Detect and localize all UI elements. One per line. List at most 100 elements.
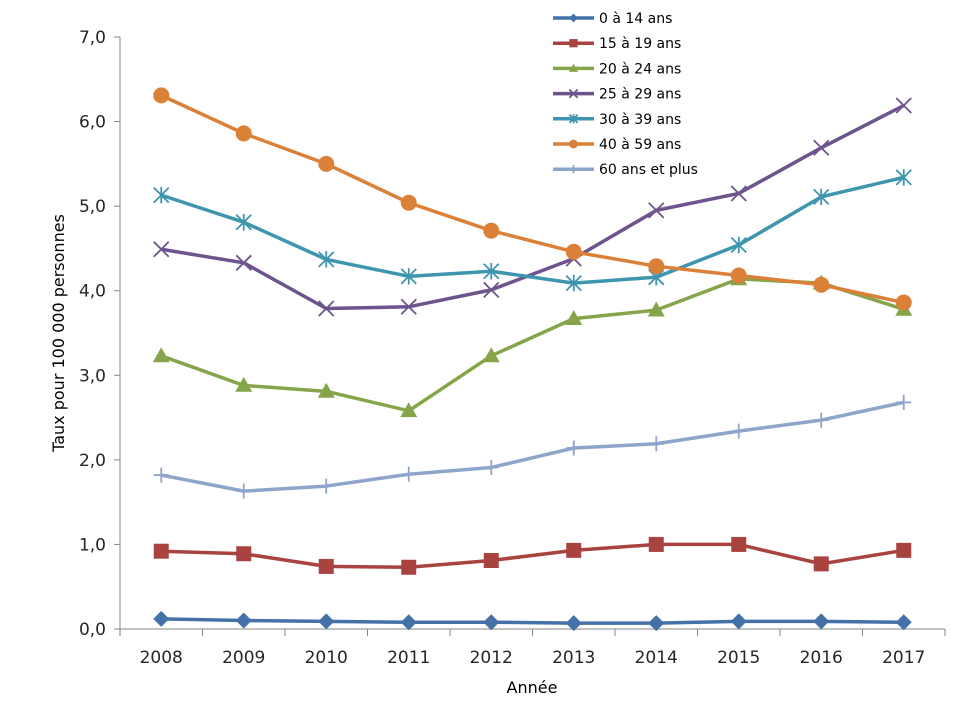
- data-point: [483, 263, 500, 280]
- data-point: [482, 347, 500, 363]
- data-point: [565, 274, 582, 292]
- axes: 0,0 1,0 2,0 3,0 4,0 5,0 6,0 7,0 2008 2009 2010 2011…: [79, 28, 946, 668]
- data-point: [235, 254, 252, 271]
- series-line: [161, 617, 904, 625]
- data-point: [813, 276, 830, 293]
- data-point: [318, 251, 335, 268]
- x-tick-label: 2008: [140, 648, 183, 668]
- legend-label: 15 à 19 ans: [599, 36, 681, 52]
- legend-item: 60 ans et plus: [553, 162, 698, 178]
- series-20-24-ans: [152, 270, 913, 418]
- series-line: [160, 400, 905, 493]
- x-axis-title: Année: [507, 678, 558, 697]
- data-point: [565, 615, 582, 632]
- series-line: [160, 277, 905, 413]
- legend-label: 60 ans et plus: [599, 162, 698, 178]
- legend-item: 40 à 59 ans: [553, 137, 681, 153]
- x-tick-label: 2014: [635, 648, 678, 668]
- legend: 0 à 14 ans 15 à 19 ans 20 à 24 ans 25 à 29 …: [553, 11, 698, 178]
- series-line: [160, 175, 905, 285]
- legend-marker: [569, 165, 578, 174]
- data-point: [483, 552, 499, 568]
- data-point: [400, 268, 417, 285]
- data-point: [813, 613, 830, 630]
- legend-item: 0 à 14 ans: [553, 11, 672, 27]
- data-point: [153, 87, 170, 104]
- data-point: [153, 241, 170, 258]
- data-point: [318, 300, 335, 317]
- data-point: [813, 556, 829, 572]
- data-point: [566, 440, 582, 456]
- x-tick-label: 2012: [470, 648, 513, 668]
- series-line: [160, 103, 905, 311]
- data-point: [400, 298, 417, 315]
- data-point: [731, 536, 747, 552]
- data-point: [318, 613, 335, 630]
- series-0-14-ans: [153, 610, 912, 632]
- data-point: [648, 202, 665, 219]
- data-point: [895, 97, 912, 114]
- data-point: [895, 614, 912, 631]
- y-tick-label: 2,0: [79, 451, 106, 471]
- legend-label: 40 à 59 ans: [599, 137, 681, 153]
- x-tick-label: 2013: [552, 648, 595, 668]
- legend-marker: [568, 88, 579, 99]
- y-tick-label: 0,0: [79, 620, 106, 640]
- legend-marker: [569, 39, 578, 48]
- x-tick-label: 2017: [882, 648, 925, 668]
- data-point: [896, 542, 912, 558]
- data-point: [566, 542, 582, 558]
- data-point: [235, 612, 252, 629]
- data-point: [317, 382, 335, 398]
- data-point: [318, 558, 334, 574]
- data-point: [483, 614, 500, 631]
- data-point: [235, 213, 252, 231]
- data-point: [400, 402, 418, 418]
- data-point: [400, 194, 417, 211]
- data-point: [565, 310, 583, 325]
- data-point: [813, 139, 830, 156]
- x-tick-label: 2010: [305, 648, 348, 668]
- data-point: [401, 559, 417, 575]
- data-point: [730, 267, 747, 284]
- data-point: [648, 258, 665, 275]
- data-point: [813, 188, 830, 206]
- legend-marker: [568, 114, 579, 124]
- y-tick-label: 6,0: [79, 113, 106, 133]
- data-point: [153, 610, 170, 627]
- series-line: [161, 542, 905, 570]
- data-point: [153, 186, 170, 204]
- data-point: [401, 466, 417, 482]
- data-point: [235, 125, 252, 142]
- y-tick-label: 1,0: [79, 535, 106, 555]
- data-point: [153, 467, 169, 483]
- data-point: [647, 301, 665, 317]
- x-tick-label: 2011: [387, 648, 430, 668]
- data-point: [153, 543, 169, 559]
- data-point: [730, 613, 747, 630]
- y-tick-label: 4,0: [79, 282, 106, 302]
- y-axis-title: Taux pour 100 000 personnes: [49, 214, 68, 453]
- series-lines: [152, 87, 913, 632]
- series-15-19-ans: [153, 536, 912, 575]
- data-point: [483, 222, 500, 239]
- data-point: [896, 394, 912, 410]
- x-tick-label: 2009: [222, 648, 265, 668]
- data-point: [730, 185, 747, 202]
- legend-item: 30 à 39 ans: [553, 112, 681, 128]
- data-point: [730, 236, 747, 254]
- data-point: [236, 546, 252, 562]
- data-point: [152, 347, 170, 363]
- series-60-ans-et-plus: [153, 394, 912, 499]
- data-point: [648, 436, 664, 452]
- data-point: [400, 614, 417, 631]
- data-point: [895, 294, 912, 311]
- legend-marker: [568, 63, 579, 72]
- data-point: [813, 412, 829, 428]
- series-30-39-ans: [153, 169, 912, 292]
- series-line: [160, 93, 905, 305]
- data-point: [318, 478, 334, 494]
- x-tick-label: 2016: [800, 648, 843, 668]
- data-point: [235, 376, 253, 392]
- legend-label: 30 à 39 ans: [599, 112, 681, 128]
